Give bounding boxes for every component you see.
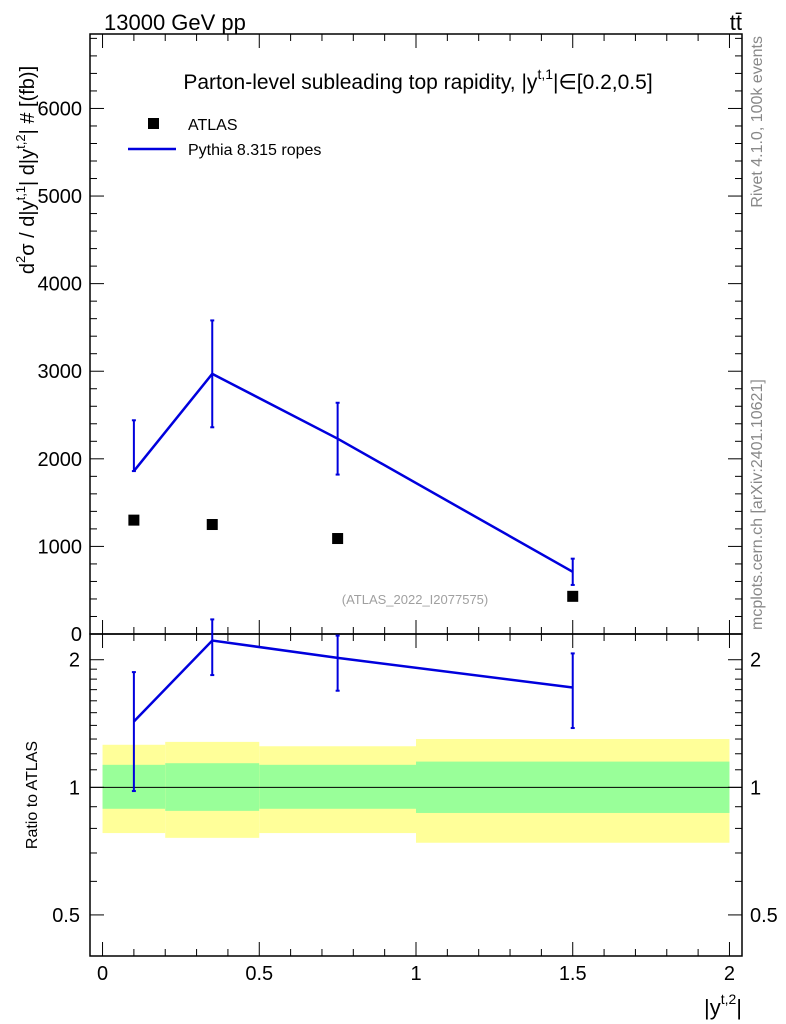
legend-label-pythia: Pythia 8.315 ropes — [188, 142, 321, 159]
y-tick-label: 2000 — [38, 449, 83, 471]
ylabel-p2: σ / d|y — [17, 200, 39, 255]
atlas-point — [206, 519, 218, 531]
ratio-y-tick-label-right: 1 — [750, 777, 761, 799]
x-tick-label: 0 — [97, 963, 108, 985]
title-tail: |∈[0.2,0.5] — [553, 71, 653, 94]
ratio-line — [132, 639, 573, 723]
y-tick-label: 5000 — [38, 186, 83, 208]
x-axis-label: |yt,2| — [704, 991, 742, 1020]
xlabel-sup: t,2 — [721, 991, 737, 1007]
ratio-y-axis-label: Ratio to ATLAS — [24, 741, 41, 849]
ylabel-p4: | d|y — [17, 149, 39, 186]
x-tick-label: 1 — [410, 963, 421, 985]
y-tick-label: 6000 — [38, 98, 83, 120]
y-tick-label: 3000 — [38, 361, 83, 383]
ratio-y-tick-label-left: 0.5 — [52, 905, 80, 927]
chart-title: Parton-level subleading top rapidity, |y… — [183, 66, 652, 94]
ratio-y-tick-label-left: 2 — [69, 650, 80, 672]
x-tick-label: 1.5 — [559, 963, 587, 985]
axes: 0 0.5 1 1.5 2 0 1000 2000 3000 4000 5000 6000 0.5 0.5… — [38, 34, 778, 985]
band-inner-2 — [259, 764, 416, 809]
rivet-label: Rivet 4.1.0, 100k events — [749, 36, 766, 208]
mcplots-label: mcplots.cern.ch [arXiv:2401.10621] — [749, 379, 766, 630]
header-process: 13000 GeV pp — [104, 10, 246, 35]
header-channel: tt̄ — [730, 10, 742, 35]
x-tick-label: 0.5 — [245, 963, 273, 985]
xlabel-tail: | — [736, 995, 742, 1020]
ylabel-p3: t,1 — [13, 186, 28, 200]
ylabel-p1: 2 — [13, 256, 28, 263]
pythia-line — [132, 372, 574, 573]
y-tick-label: 4000 — [38, 274, 83, 296]
atlas-point — [332, 533, 344, 545]
y-axis-label: d2σ / d|yt,1| d|yt,2| # [(fb)] — [13, 66, 39, 274]
legend-marker-atlas — [148, 118, 159, 129]
legend-label-atlas: ATLAS — [188, 117, 238, 134]
ylabel-p5: t,2 — [13, 134, 28, 148]
atlas-point — [567, 590, 579, 602]
ratio-y-tick-label-left: 1 — [69, 777, 80, 799]
ylabel-p0: d — [17, 263, 39, 274]
xlabel-main: |y — [704, 995, 721, 1020]
ylabel-p6: | # [(fb)] — [17, 66, 39, 135]
x-tick-label: 2 — [724, 963, 735, 985]
data-marks — [128, 319, 579, 793]
ratio-y-tick-label-right: 0.5 — [750, 905, 778, 927]
legend: ATLAS Pythia 8.315 ropes — [128, 117, 321, 159]
y-tick-label: 1000 — [38, 536, 83, 558]
uncertainty-bands — [90, 739, 742, 843]
title-main: Parton-level subleading top rapidity, |y — [183, 71, 538, 94]
y-tick-label: 0 — [71, 624, 82, 646]
atlas-point — [128, 514, 140, 526]
title-sup: t,1 — [537, 66, 553, 82]
analysis-watermark: (ATLAS_2022_I2077575) — [342, 592, 488, 607]
ratio-y-tick-label-right: 2 — [750, 650, 761, 672]
